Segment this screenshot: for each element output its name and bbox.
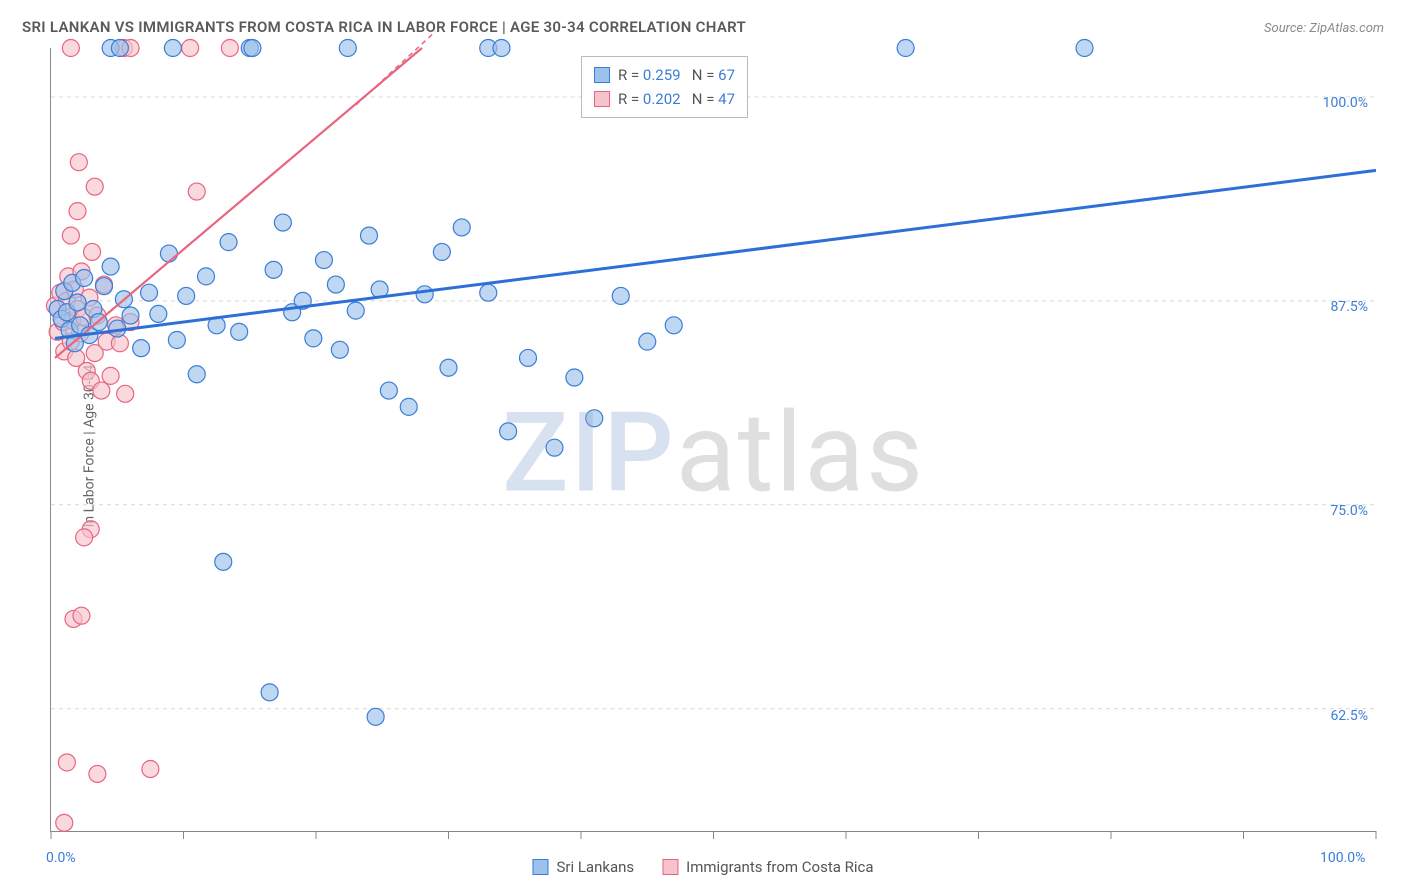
swatch-blue [532, 859, 548, 875]
legend-label-blue: Sri Lankans [556, 858, 634, 876]
x-tick-end: 100.0% [1320, 850, 1365, 866]
r-blue: 0.259 [643, 66, 681, 84]
y-tick: 62.5% [1330, 708, 1368, 724]
swatch-blue [594, 67, 610, 83]
title-bar: SRI LANKAN VS IMMIGRANTS FROM COSTA RICA… [22, 18, 1384, 36]
n-pink: 47 [718, 90, 735, 108]
stat-row-pink: R = 0.202 N = 47 [594, 87, 735, 111]
swatch-pink [594, 91, 610, 107]
stat-row-blue: R = 0.259 N = 67 [594, 63, 735, 87]
legend-label-pink: Immigrants from Costa Rica [686, 858, 873, 876]
plot-svg [51, 48, 1376, 831]
correlation-chart: SRI LANKAN VS IMMIGRANTS FROM COSTA RICA… [0, 0, 1406, 892]
r-pink: 0.202 [643, 90, 681, 108]
chart-title: SRI LANKAN VS IMMIGRANTS FROM COSTA RICA… [22, 18, 746, 36]
series-legend: Sri Lankans Immigrants from Costa Rica [532, 858, 873, 876]
x-tick-start: 0.0% [46, 850, 76, 866]
legend-item-pink: Immigrants from Costa Rica [662, 858, 873, 876]
swatch-pink [662, 859, 678, 875]
y-tick: 100.0% [1323, 95, 1368, 111]
source-label: Source: ZipAtlas.com [1264, 21, 1384, 36]
n-blue: 67 [718, 66, 735, 84]
plot-area: ZIPatlas R = 0.259 N = 67 R = 0.202 N = … [50, 48, 1376, 832]
y-tick: 75.0% [1330, 503, 1368, 519]
legend-item-blue: Sri Lankans [532, 858, 634, 876]
stat-legend: R = 0.259 N = 67 R = 0.202 N = 47 [581, 56, 748, 118]
y-tick: 87.5% [1330, 299, 1368, 315]
